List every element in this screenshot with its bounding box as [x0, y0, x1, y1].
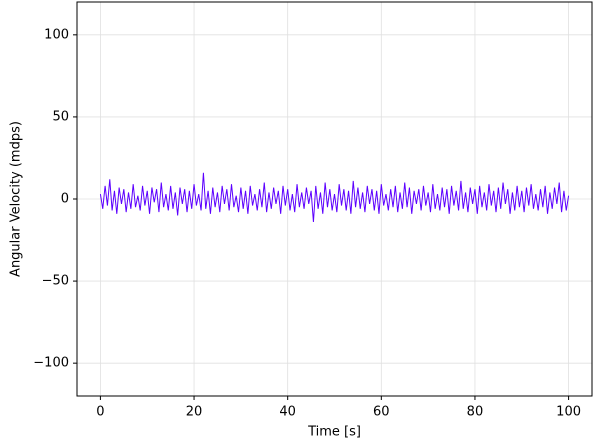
plot-frame	[76, 1, 593, 397]
x-tick-label: 100	[556, 405, 581, 420]
x-tick-label: 0	[96, 405, 104, 420]
y-axis-title: Angular Velocity (mdps)	[9, 121, 24, 277]
y-tick-label: −50	[42, 274, 69, 289]
x-tick-label: 40	[279, 405, 296, 420]
x-axis-title: Time [s]	[307, 425, 361, 440]
y-tick-label: 0	[61, 192, 69, 207]
y-tick-label: 100	[44, 27, 69, 42]
y-tick-label: 50	[52, 109, 69, 124]
x-tick-label: 20	[186, 405, 203, 420]
data-line	[99, 172, 570, 223]
x-tick-label: 80	[467, 405, 484, 420]
x-tick-label: 60	[373, 405, 390, 420]
y-tick-label: −100	[33, 356, 69, 371]
